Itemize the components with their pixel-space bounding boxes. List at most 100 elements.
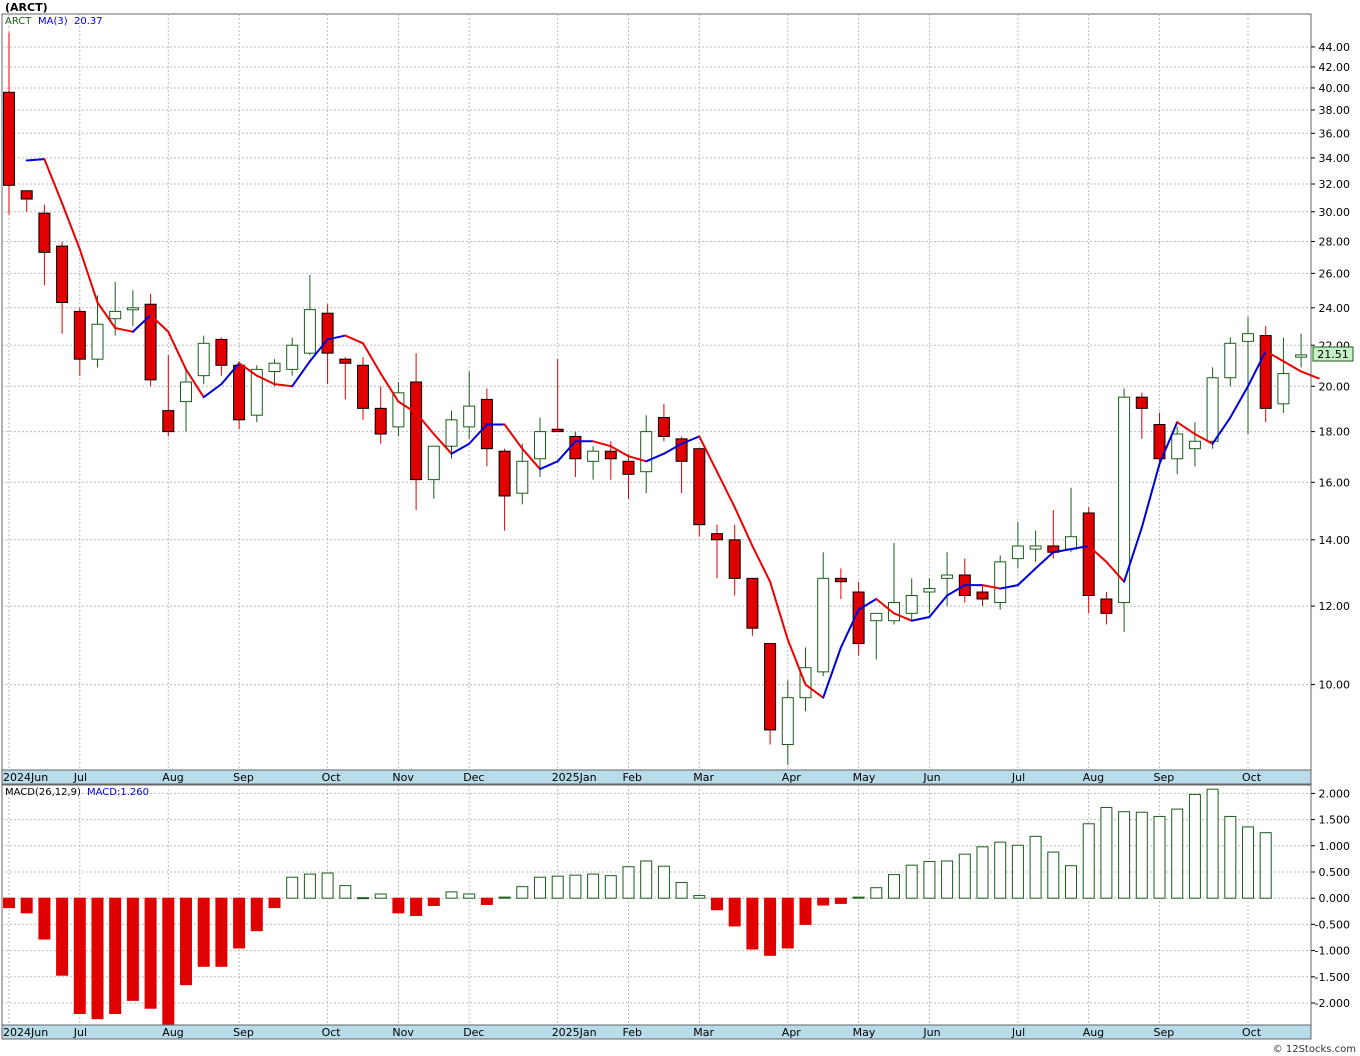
candle-body-up [91,323,104,360]
candle-body-down [728,539,741,579]
price-y-tick-label: 18.00 [1319,426,1351,439]
macd-bar-positive [870,887,883,899]
macd-bar-negative [268,897,281,909]
macd-date-band [1,1024,1312,1040]
ma-segment [1176,421,1196,436]
macd-x-tick-label: Oct [1242,1026,1262,1039]
ma-segment [1070,544,1090,551]
candle-body-up [534,431,546,460]
price-y-tick-label: 12.00 [1319,600,1351,613]
ma-segment [804,683,825,699]
macd-bar-positive [321,872,334,899]
ma-segment [1158,421,1179,465]
candle-body-up [180,381,192,403]
macd-bar-negative [126,897,139,1001]
candle-body-up [1171,433,1184,460]
candle-body-up [994,561,1007,604]
candle-body-up [587,450,600,462]
legend-ticker: ARCT [5,16,32,27]
candle-body-down [1135,396,1148,409]
ma-segment [1105,560,1126,583]
macd-x-tick-label: 2025Jan [552,1026,597,1039]
macd-y-tick-label: -1.000 [1315,945,1350,958]
macd-x-tick-label: Sep [1154,1026,1175,1039]
price-y-tick-label: 20.00 [1319,380,1351,393]
macd-bar-negative [162,897,175,1026]
ma-segment [503,423,524,450]
price-x-tick-label: Jul [73,771,87,784]
ma-segment [1034,551,1055,570]
candle-body-down [233,364,246,421]
ma-segment [662,442,683,455]
candle-body-up [286,344,299,370]
price-x-tick-label: Dec [463,771,484,784]
price-y-tick-label: 28.00 [1319,235,1351,248]
macd-bar-negative [144,897,157,1009]
macd-bar-positive [994,841,1007,899]
candle-body-up [1206,377,1219,442]
ma-segment [1016,567,1037,587]
macd-x-axis: 2024Jun Jul Aug Sep Oct Nov Dec 2025Jan Feb Mar Ap… [1,1024,1312,1040]
macd-y-tick-label: 0.500 [1319,866,1351,879]
price-y-tick-label: 34.00 [1319,152,1351,165]
candle-body-up [1011,545,1024,560]
candle-body-up [516,460,529,494]
ma-segment [698,435,718,473]
candle-body-up [817,577,830,673]
ma-segment [1193,433,1214,445]
ma-segment [255,374,276,386]
macd-bar-negative [73,897,86,1014]
macd-x-tick-label: Jun [922,1026,940,1039]
ma-segment [114,327,134,333]
candle-body-up [1224,342,1237,379]
ma-segment [839,608,860,649]
candle-body-up [923,588,936,593]
legend-macd-label: MACD(26,12,9) [5,787,81,798]
macd-bar-positive [1135,811,1148,899]
ma-segment [981,584,1002,590]
candle-body-up [197,342,210,377]
price-x-tick-label: Oct [1242,771,1262,784]
candle-body-down [746,577,759,629]
candle-body-down [604,450,617,460]
ma-segment [733,506,754,547]
macd-bar-positive [657,865,670,899]
price-x-tick-label: Feb [623,771,642,784]
macd-x-tick-label: Mar [693,1026,714,1039]
last-price-tag: 21.51 [1312,346,1354,362]
macd-bar-negative [215,897,228,967]
ma-segment [1229,385,1249,419]
candle-body-up [250,368,263,416]
macd-bar-negative [799,897,812,925]
macd-bar-negative [38,897,51,940]
candle-body-down [162,410,175,433]
macd-bar-negative [410,897,423,916]
macd-bar-negative [834,897,847,904]
price-x-axis: 2024Jun Jul Aug Sep Oct Nov Dec 2025Jan Feb Mar Ap… [1,769,1312,785]
macd-bar-negative [109,897,122,1014]
macd-bar-negative [3,897,15,909]
macd-bar-positive [693,895,706,899]
candle-body-down [976,591,989,600]
macd-bar-positive [1047,851,1060,899]
ma-segment [751,544,772,583]
ma-segment [308,338,329,363]
ma-segment [875,598,895,615]
macd-bar-negative [480,897,493,905]
ma-segment [893,612,913,622]
macd-legend: MACD(26,12,9) MACD:1.260 [5,787,149,798]
macd-bar-negative [233,897,246,949]
macd-bar-positive [303,873,316,899]
macd-bar-positive [587,873,600,899]
macd-bar-positive [569,874,582,899]
candle-body-down [569,435,582,460]
macd-bar-positive [1082,823,1095,899]
price-x-tick-label: May [853,771,876,784]
price-legend: ARCT MA(3) 20.37 [5,16,103,27]
candle-body-up [268,362,281,372]
macd-bar-positive [339,885,352,899]
macd-bar-negative [746,897,759,950]
price-x-tick-label: Jun [922,771,940,784]
macd-bar-positive [445,891,458,899]
